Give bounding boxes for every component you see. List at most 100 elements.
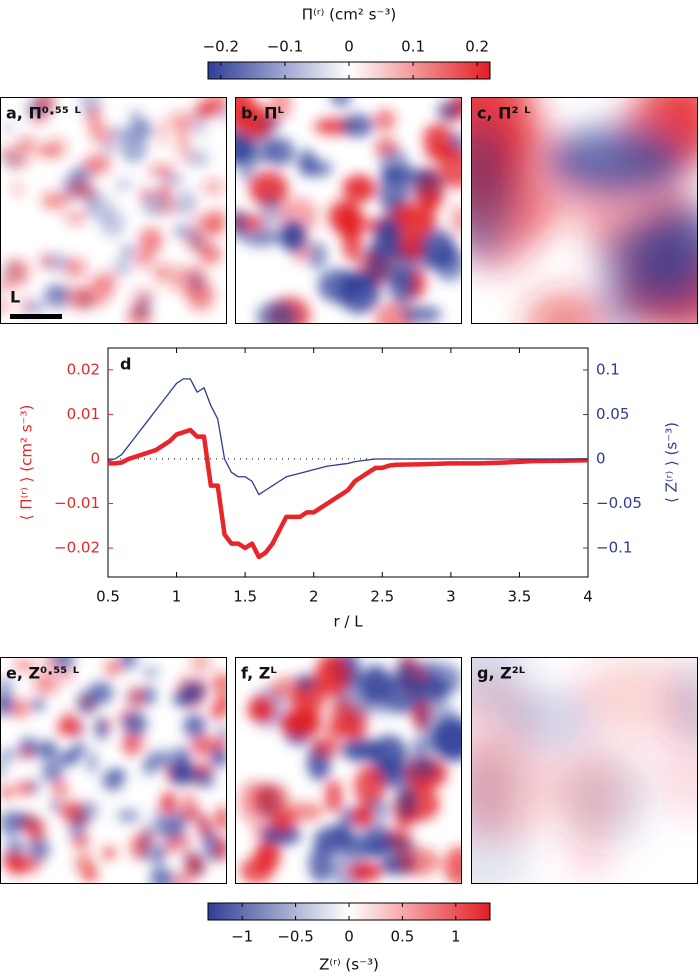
- field-blob: [103, 142, 116, 155]
- x-axis-label: r / L: [333, 613, 363, 631]
- field-blob: [7, 860, 30, 875]
- field-blob: [113, 178, 134, 192]
- colorbar-title: Z⁽ʳ⁾ (s⁻³): [319, 956, 379, 974]
- field-blobs: [235, 97, 462, 324]
- field-blob: [450, 204, 462, 235]
- panel-frame: [235, 97, 462, 324]
- field-blob: [471, 810, 534, 884]
- field-blob: [280, 709, 322, 737]
- field-blob: [295, 673, 315, 691]
- field-blob: [249, 171, 289, 207]
- field-blob: [4, 258, 30, 287]
- field-blob: [76, 689, 98, 715]
- field-blob: [25, 100, 45, 118]
- field-blob: [116, 809, 140, 823]
- field-blob: [161, 261, 181, 289]
- field-blob: [51, 778, 69, 800]
- field-blob: [314, 657, 349, 698]
- field-blob: [191, 734, 214, 757]
- field-blobs: [0, 97, 227, 324]
- field-blob: [15, 781, 34, 795]
- field-blob: [259, 194, 282, 226]
- field-blob: [58, 751, 80, 765]
- x-tick-label: 1: [172, 588, 182, 606]
- field-blob: [396, 847, 441, 877]
- field-blob: [340, 738, 384, 762]
- field-blob: [172, 224, 197, 238]
- field: [471, 657, 698, 884]
- panel-label: e, Z⁰·⁵⁵ ᴸ: [6, 664, 80, 683]
- field-blob: [133, 249, 155, 268]
- field-blob: [235, 97, 255, 129]
- field-blob: [433, 247, 462, 282]
- field-blob: [10, 698, 31, 719]
- colorbar-tick-label: 0: [344, 928, 354, 946]
- field-blob: [193, 99, 218, 119]
- field-blobs: [471, 657, 698, 884]
- x-tick-label: 3: [446, 588, 456, 606]
- field-blob: [172, 190, 198, 216]
- field-blob: [413, 676, 451, 703]
- y-tick-label: −0.02: [54, 539, 100, 557]
- scale-bar: [10, 314, 62, 319]
- colorbar-tick-label: 0.1: [401, 38, 425, 56]
- field-blob: [210, 746, 227, 767]
- field-blob: [107, 126, 126, 143]
- field-blob: [168, 110, 197, 131]
- field-blob: [204, 215, 222, 237]
- field-blob: [148, 163, 175, 178]
- field-blob: [596, 220, 651, 324]
- colorbar-tick-label: −0.2: [203, 38, 239, 56]
- x-tick-label: 0.5: [96, 588, 120, 606]
- field-blob: [547, 126, 687, 195]
- field-blob: [156, 118, 170, 147]
- y2-tick-label: 0.05: [596, 405, 629, 423]
- field-blob: [10, 183, 25, 196]
- panel-label: g, Z²ᴸ: [477, 664, 526, 683]
- field-blob: [254, 839, 281, 872]
- x-tick-label: 2: [309, 588, 319, 606]
- field-blob: [186, 852, 198, 868]
- field-blob: [305, 160, 333, 178]
- field-blob: [235, 208, 247, 240]
- field-blob: [471, 122, 516, 263]
- field-blob: [326, 199, 359, 233]
- field-blob: [68, 815, 86, 840]
- panel-frame: [235, 657, 462, 884]
- field-blob: [209, 738, 227, 750]
- field-blob: [160, 791, 177, 815]
- panel-frame: [0, 97, 227, 324]
- panel-frame: [471, 97, 698, 324]
- field-blob: [338, 271, 381, 314]
- field-blob: [379, 165, 421, 183]
- colorbar-tick-label: 1: [451, 928, 461, 946]
- scale-bar-label: L: [10, 288, 20, 307]
- panel-label: f, Zᴸ: [241, 664, 277, 683]
- field-blob: [5, 838, 26, 858]
- field-blob: [215, 806, 227, 832]
- field-blob: [38, 253, 55, 269]
- field-blob: [74, 852, 95, 874]
- field-blob: [126, 302, 152, 324]
- series-line: [108, 427, 589, 560]
- field-blob: [173, 871, 194, 884]
- field-blob: [77, 801, 99, 821]
- field-blob: [19, 812, 35, 833]
- field-blob: [182, 792, 194, 806]
- field-blob: [122, 711, 147, 737]
- field-blob: [247, 696, 275, 723]
- field-blob: [424, 143, 459, 162]
- field-blob: [215, 836, 227, 862]
- field-blob: [180, 802, 202, 823]
- field-blob: [307, 241, 328, 270]
- field-blob: [3, 143, 32, 170]
- x-tick-label: 4: [583, 588, 593, 606]
- field-blob: [383, 670, 424, 714]
- field-blob: [432, 717, 462, 762]
- field-blob: [129, 108, 142, 131]
- field-blob: [31, 698, 45, 712]
- y-tick-label: 0.02: [67, 360, 100, 378]
- field-blob: [95, 717, 108, 741]
- field-blob: [208, 249, 223, 263]
